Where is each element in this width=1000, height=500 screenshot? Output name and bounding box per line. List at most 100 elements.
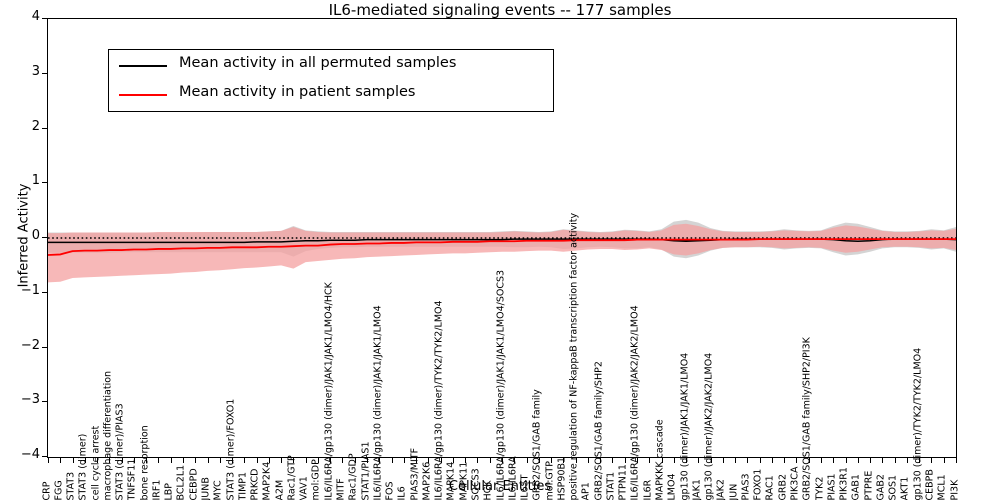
x-tick-label: STAT1/PIAS1 xyxy=(360,440,372,500)
x-tick-mark xyxy=(845,458,847,463)
x-tick-mark xyxy=(563,458,565,463)
x-tick-label: IL6/IL6RA/gp130 (dimer)/TYK2/TYK2/LMO4 xyxy=(433,299,445,500)
x-tick-mark xyxy=(551,458,553,463)
x-tick-mark xyxy=(293,458,295,463)
x-tick-mark xyxy=(170,458,172,463)
x-tick-mark xyxy=(796,458,798,463)
x-tick-mark xyxy=(759,458,761,463)
x-tick-label: FOXO1 xyxy=(752,468,764,500)
x-tick-mark xyxy=(84,458,86,463)
y-tick-mark xyxy=(42,18,47,19)
x-tick-mark xyxy=(514,458,516,463)
x-tick-label: Rac1/GDP xyxy=(347,452,359,500)
y-tick-label: −1 xyxy=(20,282,40,298)
x-tick-mark xyxy=(416,458,418,463)
x-tick-mark xyxy=(575,458,577,463)
x-tick-label: PIK3R1 xyxy=(838,466,850,500)
x-tick-label: GRB2/SOS1/GAB family/SHP2/PI3K xyxy=(801,336,813,500)
x-tick-label: VAV1 xyxy=(298,475,310,500)
x-tick-label: CRP xyxy=(41,481,52,500)
x-tick-label: SOCS3 xyxy=(470,467,482,500)
x-tick-mark xyxy=(305,458,307,463)
y-tick-label: 0 xyxy=(31,228,40,243)
legend-swatch-permuted xyxy=(119,65,167,67)
x-tick-mark xyxy=(661,458,663,463)
plot-area: Mean activity in all permuted samples Me… xyxy=(47,18,957,458)
y-tick-mark xyxy=(42,127,47,129)
x-tick-mark xyxy=(268,458,270,463)
x-tick-mark xyxy=(882,458,884,463)
x-tick-mark xyxy=(735,458,737,463)
x-tick-label: Rac1/GTP xyxy=(286,454,298,500)
y-tick-label: 4 xyxy=(31,9,40,24)
y-tick-label: −4 xyxy=(20,447,40,462)
x-tick-mark xyxy=(158,458,160,463)
x-tick-mark xyxy=(894,458,896,463)
legend-label-permuted: Mean activity in all permuted samples xyxy=(179,55,457,71)
x-tick-mark xyxy=(440,458,442,463)
x-tick-label: BCL2L1 xyxy=(175,464,187,500)
y-tick-label: 3 xyxy=(31,63,40,79)
x-tick-label: PTPRE xyxy=(863,470,875,500)
x-tick-label: SOS1 xyxy=(887,474,899,500)
x-tick-mark xyxy=(771,458,773,463)
x-tick-mark xyxy=(919,458,921,463)
x-tick-mark xyxy=(502,458,503,463)
x-tick-mark xyxy=(538,458,540,463)
x-tick-label: MITF xyxy=(335,477,347,500)
x-tick-mark xyxy=(465,458,467,463)
x-axis-tick-labels: CRP FGG STAT3 STAT3 (dimer) cell cycle arres… xyxy=(41,212,960,500)
x-tick-label: FGG xyxy=(53,479,65,500)
x-tick-mark xyxy=(109,458,111,463)
x-tick-mark xyxy=(587,458,589,463)
x-tick-label: STAT1 xyxy=(605,471,617,500)
x-tick-mark xyxy=(330,458,332,463)
x-tick-label: MYC xyxy=(212,479,224,500)
x-tick-mark xyxy=(317,458,319,463)
x-tick-mark xyxy=(943,458,945,463)
x-tick-label: TNFSF11 xyxy=(126,458,138,500)
legend-entry-patient: Mean activity in patient samples xyxy=(109,81,555,109)
x-tick-label: gp130 (dimer)/JAK2/JAK2/LMO4 xyxy=(703,352,715,500)
x-tick-label: IL6/IL6RA/gp130 (dimer)/JAK1/JAK1/LMO4/S… xyxy=(495,269,506,500)
x-tick-mark xyxy=(784,458,786,463)
x-tick-mark xyxy=(48,458,49,463)
x-tick-mark xyxy=(182,458,184,463)
x-tick-label: FOS xyxy=(384,481,396,500)
x-tick-label: STAT3 xyxy=(65,471,77,500)
x-tick-mark xyxy=(612,458,614,463)
patient-mean-line xyxy=(48,238,956,256)
x-tick-mark xyxy=(698,458,700,463)
y-tick-mark xyxy=(42,237,47,238)
x-tick-mark xyxy=(133,458,135,463)
x-tick-label: gp130 (dimer)/JAK1/JAK1/LMO4 xyxy=(679,352,691,500)
x-tick-label: STAT3 (dimer)/FOXO1 xyxy=(225,398,237,500)
x-tick-label: IRF1 xyxy=(151,479,163,500)
y-tick-label: −3 xyxy=(20,392,40,408)
x-tick-mark xyxy=(722,458,724,463)
x-tick-mark xyxy=(256,458,258,463)
x-tick-label: JUN xyxy=(728,483,740,500)
x-tick-mark xyxy=(354,458,356,463)
x-tick-label: MAP2K4 xyxy=(261,461,273,500)
x-tick-mark xyxy=(489,458,491,463)
x-tick-label: mol:GDP xyxy=(310,458,322,500)
x-tick-mark xyxy=(207,458,209,463)
x-tick-label: AKT1 xyxy=(899,476,911,500)
x-tick-mark xyxy=(906,458,908,463)
x-tick-label: JAK1 xyxy=(691,478,703,500)
x-tick-mark xyxy=(281,458,283,463)
x-tick-mark xyxy=(60,458,62,463)
chart-title: IL6-mediated signaling events -- 177 sam… xyxy=(328,1,672,19)
x-tick-mark xyxy=(710,458,712,463)
legend-entry-permuted: Mean activity in all permuted samples xyxy=(109,52,555,80)
x-tick-label: HCK xyxy=(482,479,494,500)
x-tick-label: IL6 xyxy=(396,485,408,500)
x-tick-label: A2M xyxy=(274,479,286,500)
plot-canvas xyxy=(48,219,956,283)
x-tick-mark xyxy=(526,458,528,463)
x-tick-mark xyxy=(428,458,430,463)
x-tick-label: MAP2K6 xyxy=(421,461,433,500)
x-tick-mark xyxy=(808,458,810,463)
x-tick-label: MAPK14 xyxy=(445,461,457,500)
